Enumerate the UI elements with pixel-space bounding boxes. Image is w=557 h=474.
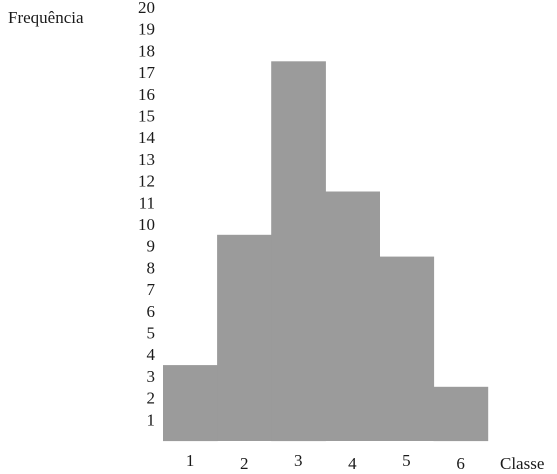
x-tick-labels: 1 2 3 4 5 6 bbox=[186, 451, 465, 473]
bar-class-1 bbox=[163, 365, 218, 442]
x-tick-label: 3 bbox=[294, 451, 303, 470]
y-tick-label: 11 bbox=[139, 193, 155, 212]
y-tick-label: 12 bbox=[138, 172, 155, 191]
x-tick-label: 4 bbox=[348, 454, 357, 473]
y-tick-label: 13 bbox=[138, 150, 155, 169]
y-tick-label: 16 bbox=[138, 85, 155, 104]
y-tick-label: 4 bbox=[147, 345, 156, 364]
bar-class-4 bbox=[325, 191, 380, 441]
y-tick-label: 5 bbox=[147, 324, 156, 343]
y-tick-label: 7 bbox=[147, 280, 156, 299]
y-tick-label: 10 bbox=[138, 215, 155, 234]
y-axis-label: Frequência bbox=[8, 8, 84, 27]
x-tick-label: 1 bbox=[186, 451, 195, 470]
x-tick-label: 6 bbox=[456, 454, 465, 473]
bars-group bbox=[163, 61, 489, 442]
y-tick-label: 19 bbox=[138, 20, 155, 39]
x-tick-label: 2 bbox=[240, 454, 249, 473]
y-tick-label: 3 bbox=[147, 367, 156, 386]
y-tick-label: 18 bbox=[138, 41, 155, 60]
bar-class-2 bbox=[217, 234, 272, 441]
y-tick-label: 9 bbox=[147, 237, 156, 256]
y-tick-label: 8 bbox=[147, 258, 156, 277]
y-tick-label: 17 bbox=[138, 63, 156, 82]
x-tick-label: 5 bbox=[402, 451, 411, 470]
bar-class-5 bbox=[379, 256, 435, 441]
bar-class-3 bbox=[271, 61, 326, 442]
y-tick-label: 15 bbox=[138, 107, 155, 126]
y-tick-label: 20 bbox=[138, 0, 155, 17]
y-tick-label: 1 bbox=[147, 410, 156, 429]
x-axis-label: Classe bbox=[500, 454, 544, 473]
y-tick-label: 14 bbox=[138, 128, 156, 147]
y-tick-label: 6 bbox=[147, 302, 156, 321]
y-tick-label: 2 bbox=[147, 389, 156, 408]
bar-class-6 bbox=[433, 386, 489, 442]
